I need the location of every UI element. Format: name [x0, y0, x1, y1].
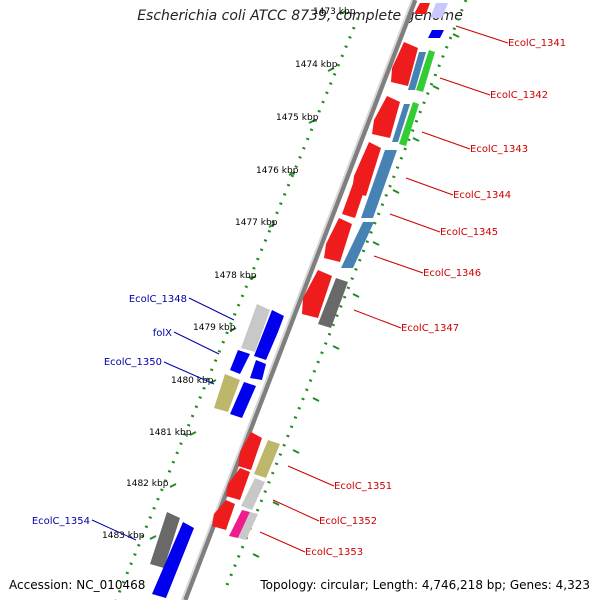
gene-label-ecolc-1353[interactable]: EcolC_1353 — [305, 547, 363, 558]
gene-block-ecolc-1351-b — [254, 440, 280, 478]
gene-block-ecolc-1343[interactable] — [372, 96, 400, 138]
scale-tick: 1475 kbp — [276, 113, 319, 124]
tick-label: 1482 kbp — [126, 479, 169, 489]
tick-label: 1474 kbp — [295, 60, 338, 70]
forward-gene-blocks — [150, 304, 284, 598]
scale-tick: 1474 kbp — [295, 60, 338, 72]
scale-tick: 1480 kbp — [171, 376, 217, 386]
forward-gene-labels: EcolC_1348 folX EcolC_1350 EcolC_1354 — [32, 294, 187, 527]
genome-backbone-highlight — [181, 0, 413, 600]
gene-label-ecolc-1345[interactable]: EcolC_1345 — [440, 227, 498, 238]
tick-label: 1480 kbp — [171, 376, 214, 386]
gene-label-ecolc-1342[interactable]: EcolC_1342 — [490, 90, 548, 101]
tick-label: 1475 kbp — [276, 113, 319, 123]
gene-block-ecolc-1344-c — [342, 178, 367, 218]
gene-block-ecolc-1350-b — [230, 382, 256, 418]
scale-tick: 1476 kbp — [256, 166, 299, 176]
gene-block-ecolc-1346[interactable] — [302, 270, 332, 318]
gene-block-ecolc-1353[interactable] — [212, 500, 235, 530]
gene-label-ecolc-1341[interactable]: EcolC_1341 — [508, 38, 566, 49]
page-title: Escherichia coli ATCC 8739, complete gen… — [137, 8, 463, 24]
scale-tick: 1473 kbp — [313, 7, 356, 17]
gene-label-ecolc-1354[interactable]: EcolC_1354 — [32, 516, 90, 527]
scale-ticks: 1473 kbp 1474 kbp 1475 kbp 1476 kbp 1477… — [102, 7, 356, 541]
reverse-callout-lines — [259, 25, 509, 553]
gene-block-ecolc-1353-c — [238, 512, 258, 540]
tick-label: 1478 kbp — [214, 271, 257, 281]
scale-tick: 1483 kbp — [102, 531, 157, 541]
gene-label-ecolc-1347[interactable]: EcolC_1347 — [401, 323, 459, 334]
tick-label: 1473 kbp — [313, 7, 356, 17]
gene-label-ecolc-1352[interactable]: EcolC_1352 — [319, 516, 377, 527]
tick-label: 1481 kbp — [149, 428, 192, 438]
gene-block-ecolc-1352[interactable] — [226, 468, 250, 500]
gene-block-folx-b — [250, 360, 266, 380]
gene-label-folx[interactable]: folX — [153, 328, 172, 339]
genome-summary-text: Topology: circular; Length: 4,746,218 bp… — [260, 578, 590, 592]
gene-block-ecolc-1343-b — [392, 104, 410, 142]
gene-block-ecolc-1347[interactable] — [318, 278, 348, 328]
gene-label-ecolc-1343[interactable]: EcolC_1343 — [470, 144, 528, 155]
gene-block-ecolc-1354-b — [152, 522, 194, 598]
tick-label: 1483 kbp — [102, 531, 145, 541]
gene-block-ecolc-1341-hl2 — [428, 30, 444, 38]
gene-label-ecolc-1346[interactable]: EcolC_1346 — [423, 268, 481, 279]
scale-tick: 1479 kbp — [193, 323, 237, 333]
gene-block-ecolc-1341[interactable] — [414, 3, 430, 14]
gene-block-ecolc-1345[interactable] — [324, 218, 352, 262]
gene-block-ecolc-1341-hl — [430, 3, 448, 18]
forward-tick-track — [114, 17, 360, 600]
forward-callout-lines — [91, 297, 235, 541]
gene-block-ecolc-1354[interactable] — [150, 512, 180, 568]
tick-label: 1476 kbp — [256, 166, 299, 176]
scale-tick: 1477 kbp — [235, 218, 278, 228]
gene-block-ecolc-1344-b — [361, 150, 397, 218]
gene-label-ecolc-1350[interactable]: EcolC_1350 — [104, 357, 162, 368]
gene-block-ecolc-1348[interactable] — [241, 304, 270, 352]
gene-block-ecolc-1352-b — [241, 478, 265, 510]
gene-block-ecolc-1342-b — [408, 52, 426, 90]
gene-block-ecolc-1353-b — [229, 510, 250, 538]
tick-label: 1477 kbp — [235, 218, 278, 228]
gene-block-ecolc-1350[interactable] — [214, 374, 240, 412]
reverse-gene-blocks — [212, 3, 448, 540]
gene-block-ecolc-1342[interactable] — [391, 42, 418, 86]
reverse-gene-labels: EcolC_1341 EcolC_1342 EcolC_1343 EcolC_1… — [305, 38, 566, 558]
scale-tick: 1481 kbp — [149, 428, 197, 438]
accession-text: Accession: NC_010468 — [9, 578, 146, 592]
gene-block-ecolc-1345-b — [341, 222, 374, 268]
gene-label-ecolc-1344[interactable]: EcolC_1344 — [453, 190, 511, 201]
gene-label-ecolc-1351[interactable]: EcolC_1351 — [334, 481, 392, 492]
reverse-tick-track — [223, 0, 468, 591]
genome-backbone — [182, 0, 418, 600]
reverse-track-ticks — [252, 33, 460, 558]
gene-block-folx[interactable] — [230, 350, 250, 374]
gene-label-ecolc-1348[interactable]: EcolC_1348 — [129, 294, 187, 305]
scale-tick: 1478 kbp — [214, 271, 257, 281]
tick-label: 1479 kbp — [193, 323, 236, 333]
gene-block-ecolc-1348-b — [254, 310, 284, 360]
gene-block-ecolc-1342-c — [416, 50, 435, 92]
gene-block-ecolc-1351[interactable] — [238, 432, 262, 470]
scale-tick: 1482 kbp — [126, 479, 177, 489]
gene-block-ecolc-1343-c — [399, 102, 419, 146]
